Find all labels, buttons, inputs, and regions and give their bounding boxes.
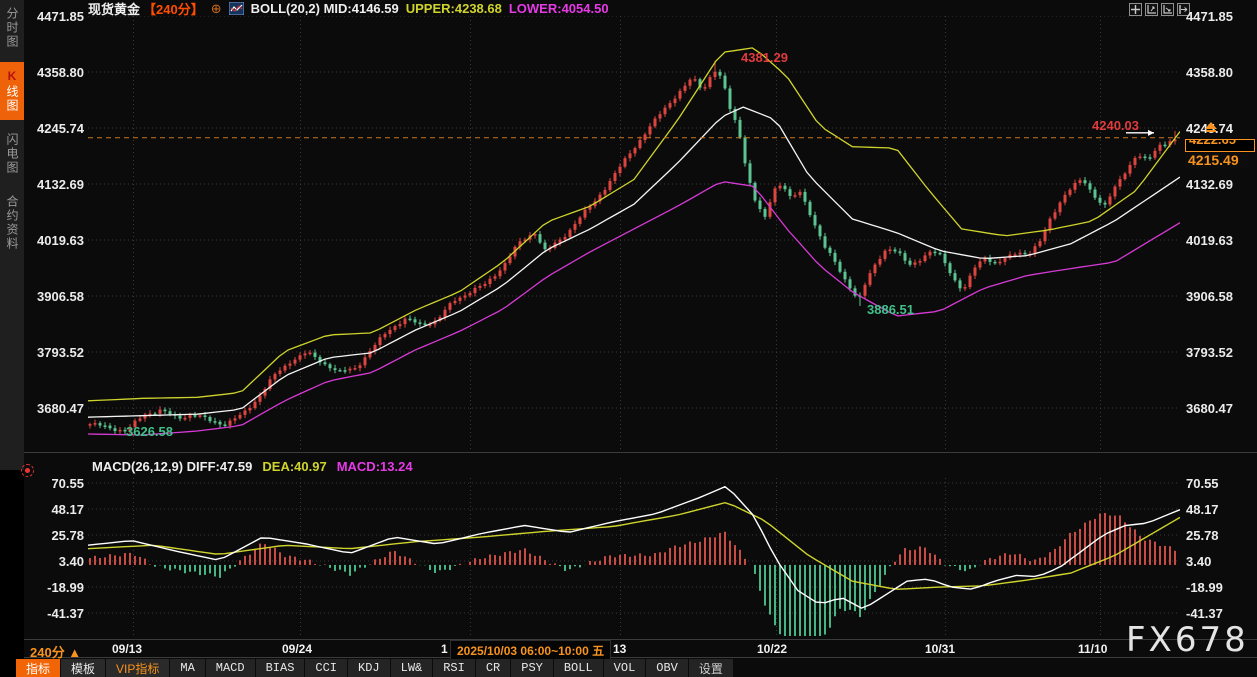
sidebar-tab-合约资料[interactable]: 合约资料 [5,195,19,251]
macd-tick-left: -41.37 [47,606,84,621]
price-tick-left: 4471.85 [37,9,84,24]
axis-divider [24,639,1257,640]
symbol-name: 现货黄金 [88,2,141,17]
macd-tick-left: 3.40 [58,554,84,569]
tab-accent-char: K [5,69,19,85]
toolbar-button-OBV[interactable]: OBV [646,659,689,677]
chart-header: 现货黄金 【240分】 ⊕ BOLL(20,2) MID:4146.59 UPP… [88,0,609,18]
toolbar-button-KDJ[interactable]: KDJ [348,659,391,677]
watermark: FX678 [1126,620,1249,660]
macd-tick-right: -41.37 [1186,606,1223,621]
price-tick-left: 3793.52 [37,345,84,360]
macd-dea-label: DEA:40.97 [262,459,327,474]
exit-chart-icon[interactable] [1177,3,1190,16]
axis-label-fragment: 1 [441,642,448,656]
price-tick-left: 4358.80 [37,65,84,80]
indicator-target-icon[interactable] [21,464,34,477]
swing-low-label: 3886.51 [867,302,914,317]
period-label: 【240分】 [143,2,204,17]
peak-high-label: 4381.29 [741,50,788,65]
macd-tick-right: 3.40 [1186,554,1212,569]
date-label: 10/22 [757,642,788,656]
date-label: 09/13 [112,642,143,656]
boll-upper-label: UPPER:4238.68 [405,1,502,16]
toolbar-button-BIAS[interactable]: BIAS [255,659,306,677]
price-tick-right: 3793.52 [1186,345,1233,360]
macd-tick-left: 48.17 [51,502,84,517]
price-tick-right: 4019.63 [1186,233,1233,248]
toolbar-button-VIP指标[interactable]: VIP指标 [106,659,171,677]
x-axis-scale-icon[interactable] [1161,3,1174,16]
mini-chart-icon [228,1,245,16]
crosshair-icon[interactable] [1129,3,1142,16]
toolbar-button-LW&[interactable]: LW& [390,659,434,677]
period-selector[interactable]: 240分 ▲ [30,645,82,660]
toolbar-button-设置[interactable]: 设置 [688,659,734,677]
toolbar-button-BOLL[interactable]: BOLL [553,659,604,677]
toolbar-button-CCI[interactable]: CCI [305,659,349,677]
price-tick-left: 4245.74 [37,121,84,136]
macd-macd-label: MACD:13.24 [336,459,413,474]
boll-mid-label: BOLL(20,2) MID:4146.59 [250,1,399,16]
toolbar-button-RSI[interactable]: RSI [433,659,476,677]
macd-tick-right: 25.78 [1186,528,1219,543]
chart-toolbar-icons [1129,3,1190,16]
indicator-toolbar: 指标 模板 VIP指标 MA MACD BIAS CCI KDJ LW& RSI CR PSY BOLL… [16,659,734,677]
y-axis-scale-icon[interactable] [1145,3,1158,16]
price-tick-left: 4019.63 [37,233,84,248]
date-label: 11/10 [1078,642,1108,656]
toolbar-button-模板[interactable]: 模板 [61,659,107,677]
pane-divider [24,452,1257,453]
macd-tick-right: 48.17 [1186,502,1219,517]
left-sidebar: 分时图 K线图闪电图合约资料 [0,0,24,677]
boll-lower-label: LOWER:4054.50 [508,1,609,16]
date-label: 10/31 [925,642,956,656]
scroll-to-latest-icon[interactable] [1204,122,1218,132]
macd-tick-left: 25.78 [51,528,84,543]
macd-tick-left: -18.99 [47,580,84,595]
toolbar-button-PSY[interactable]: PSY [511,659,554,677]
toolbar-divider [24,657,1257,658]
toolbar-button-VOL[interactable]: VOL [603,659,647,677]
sidebar-tabs: 分时图 K线图闪电图合约资料 [0,0,24,258]
macd-tick-right: -18.99 [1186,580,1223,595]
macd-tick-left: 70.55 [51,476,84,491]
price-tick-left: 4132.69 [37,177,84,192]
macd-tick-right: 70.55 [1186,476,1219,491]
date-label: 09/24 [282,642,313,656]
price-tick-right: 4132.69 [1186,177,1233,192]
add-indicator-icon[interactable]: ⊕ [210,0,222,16]
toolbar-button-指标[interactable]: 指标 [16,659,62,677]
hover-date-tooltip: 2025/10/03 06:00~10:00 五 [450,640,612,661]
price-tick-right: 4358.80 [1186,65,1233,80]
price-tick-left: 3906.58 [37,289,84,304]
main-chart-canvas[interactable] [88,16,1180,450]
macd-chart-canvas[interactable] [88,478,1180,636]
price-tick-right: 4471.85 [1186,9,1233,24]
price-tick-left: 3680.47 [37,401,84,416]
session-high-label: 4240.03 [1092,118,1139,133]
sidebar-tab-分时图[interactable]: 分时图 [5,7,19,49]
time-axis-row: 240分 ▲ 1 2025/10/03 06:00~10:00 五 13 09/… [0,640,1257,661]
price-tick-right: 3906.58 [1186,289,1233,304]
toolbar-button-CR[interactable]: CR [475,659,512,677]
toolbar-button-MACD[interactable]: MACD [205,659,256,677]
axis-label-fragment: 13 [613,642,627,656]
sidebar-tab-闪电图[interactable]: 闪电图 [5,133,19,175]
toolbar-button-MA[interactable]: MA [170,659,206,677]
macd-header: MACD(26,12,9) DIFF:47.59 DEA:40.97 MACD:… [92,459,413,474]
quote-price-tag: 4215.49 [1185,153,1249,168]
macd-formula-label: MACD(26,12,9) DIFF:47.59 [92,459,253,474]
price-tick-right: 3680.47 [1186,401,1233,416]
sidebar-tab-K线图[interactable]: K线图 [0,62,24,120]
start-low-label: 3626.58 [126,424,173,439]
last-price-tag: 4222.65 [1185,139,1255,152]
